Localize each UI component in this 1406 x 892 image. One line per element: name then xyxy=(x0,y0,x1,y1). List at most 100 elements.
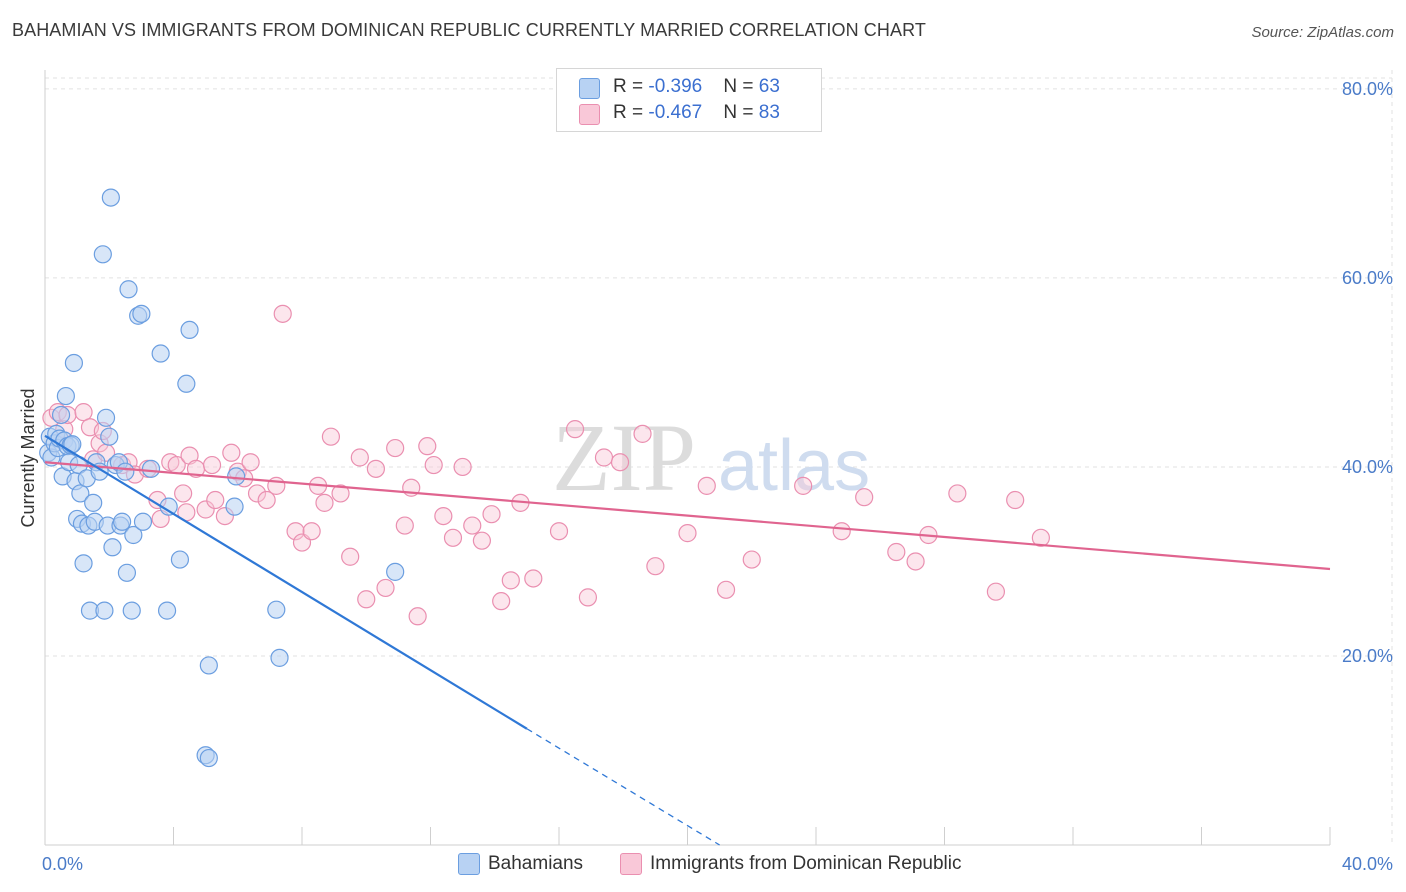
data-point-dominican xyxy=(357,590,376,609)
data-point-bahamians xyxy=(84,493,103,512)
legend-n-value: 83 xyxy=(758,102,780,123)
legend-r-label: R = xyxy=(613,76,649,97)
data-point-dominican xyxy=(678,524,697,543)
legend-r-value: -0.396 xyxy=(648,76,703,97)
data-point-dominican xyxy=(482,505,501,524)
y-tick-labels: 20.0% 40.0% 60.0% 80.0% xyxy=(1342,79,1393,666)
data-point-dominican xyxy=(321,427,341,446)
data-point-bahamians xyxy=(116,462,135,481)
y-axis-label: Currently Married xyxy=(18,388,38,527)
trend-line-dominican xyxy=(44,461,1331,571)
data-point-dominican xyxy=(472,531,491,550)
data-point-dominican xyxy=(408,607,427,626)
series-dominican-points xyxy=(42,304,1050,626)
data-point-dominican xyxy=(257,490,276,510)
data-point-dominican xyxy=(1006,490,1025,510)
data-point-bahamians xyxy=(64,353,84,373)
data-point-bahamians xyxy=(63,435,82,454)
data-point-dominican xyxy=(206,490,225,510)
data-point-bahamians xyxy=(74,554,93,573)
data-point-dominican xyxy=(578,588,598,607)
x-tick-label: 0.0% xyxy=(42,854,83,874)
data-point-bahamians xyxy=(199,748,218,768)
y-tick-label: 60.0% xyxy=(1342,268,1393,288)
data-point-dominican xyxy=(463,516,482,535)
data-point-bahamians xyxy=(141,459,161,478)
data-point-bahamians xyxy=(119,280,138,299)
data-point-bahamians xyxy=(133,512,153,531)
data-point-dominican xyxy=(434,506,453,526)
legend-n-value: 63 xyxy=(758,76,780,97)
data-point-dominican xyxy=(887,542,906,562)
data-point-bahamians xyxy=(267,600,286,619)
data-point-dominican xyxy=(906,552,925,571)
watermark-zip: ZIP xyxy=(552,404,696,511)
data-point-bahamians xyxy=(151,344,170,363)
data-point-bahamians xyxy=(180,320,199,340)
source-label: Source: ZipAtlas.com xyxy=(1251,24,1394,41)
data-point-dominican xyxy=(386,438,405,458)
data-point-bahamians xyxy=(132,304,151,323)
legend-n-label: N = xyxy=(723,102,759,123)
bottom-legend-swatch-blue xyxy=(458,853,480,875)
data-point-dominican xyxy=(948,484,967,503)
x-tick-labels: 0.0% 40.0% xyxy=(42,854,1393,874)
data-point-dominican xyxy=(241,453,260,472)
data-point-bahamians xyxy=(157,601,177,620)
bottom-legend-swatch-pink xyxy=(620,853,642,875)
trend-line-bahamians-extension xyxy=(526,728,720,846)
legend-r-value: -0.467 xyxy=(648,102,703,123)
data-point-dominican xyxy=(501,571,520,590)
data-point-dominican xyxy=(794,476,813,495)
data-point-bahamians xyxy=(117,563,137,582)
correlation-legend: R = -0.396 N = 63 R = -0.467 N = 83 xyxy=(556,68,822,132)
data-point-dominican xyxy=(549,522,569,541)
data-point-dominican xyxy=(742,550,761,569)
data-point-dominican xyxy=(174,484,193,503)
data-point-bahamians xyxy=(56,386,75,406)
data-point-bahamians xyxy=(199,656,218,675)
watermark-atlas: atlas xyxy=(718,426,870,506)
data-point-dominican xyxy=(315,493,334,512)
data-point-dominican xyxy=(286,522,305,541)
data-point-dominican xyxy=(524,569,543,588)
data-point-bahamians xyxy=(112,512,132,531)
data-point-dominican xyxy=(366,459,385,478)
y-tick-label: 80.0% xyxy=(1342,79,1393,99)
data-point-dominican xyxy=(395,516,414,535)
series-bahamians-points xyxy=(39,188,405,768)
data-point-dominican xyxy=(594,448,614,467)
data-point-dominican xyxy=(633,424,652,443)
data-point-dominican xyxy=(376,578,395,598)
data-point-dominican xyxy=(716,580,736,599)
data-point-dominican xyxy=(302,522,321,541)
data-point-dominican xyxy=(74,403,93,422)
data-point-dominican xyxy=(646,557,665,576)
data-point-bahamians xyxy=(386,562,405,581)
data-point-dominican xyxy=(855,488,874,507)
data-point-dominican xyxy=(196,500,215,519)
y-tick-label: 40.0% xyxy=(1342,457,1393,477)
data-point-dominican xyxy=(443,528,463,547)
legend-swatch-blue xyxy=(579,78,600,99)
data-point-dominican xyxy=(350,448,369,467)
data-point-bahamians xyxy=(124,525,143,545)
data-point-dominican xyxy=(247,484,267,503)
data-point-bahamians xyxy=(100,427,119,446)
trend-line-bahamians xyxy=(44,434,528,730)
legend-n-label: N = xyxy=(723,76,759,97)
chart-title: BAHAMIAN VS IMMIGRANTS FROM DOMINICAN RE… xyxy=(12,20,926,40)
data-point-dominican xyxy=(986,582,1006,601)
data-point-dominican xyxy=(610,453,630,472)
trend-lines xyxy=(44,434,1331,846)
data-point-bahamians xyxy=(227,467,246,486)
data-point-bahamians xyxy=(103,538,122,557)
data-point-dominican xyxy=(331,484,350,503)
data-point-bahamians xyxy=(177,374,196,393)
y-tick-label: 20.0% xyxy=(1342,646,1393,666)
data-point-dominican xyxy=(453,457,472,477)
data-point-dominican xyxy=(832,522,851,541)
data-point-dominican xyxy=(492,592,511,611)
data-point-dominican xyxy=(1031,528,1050,547)
